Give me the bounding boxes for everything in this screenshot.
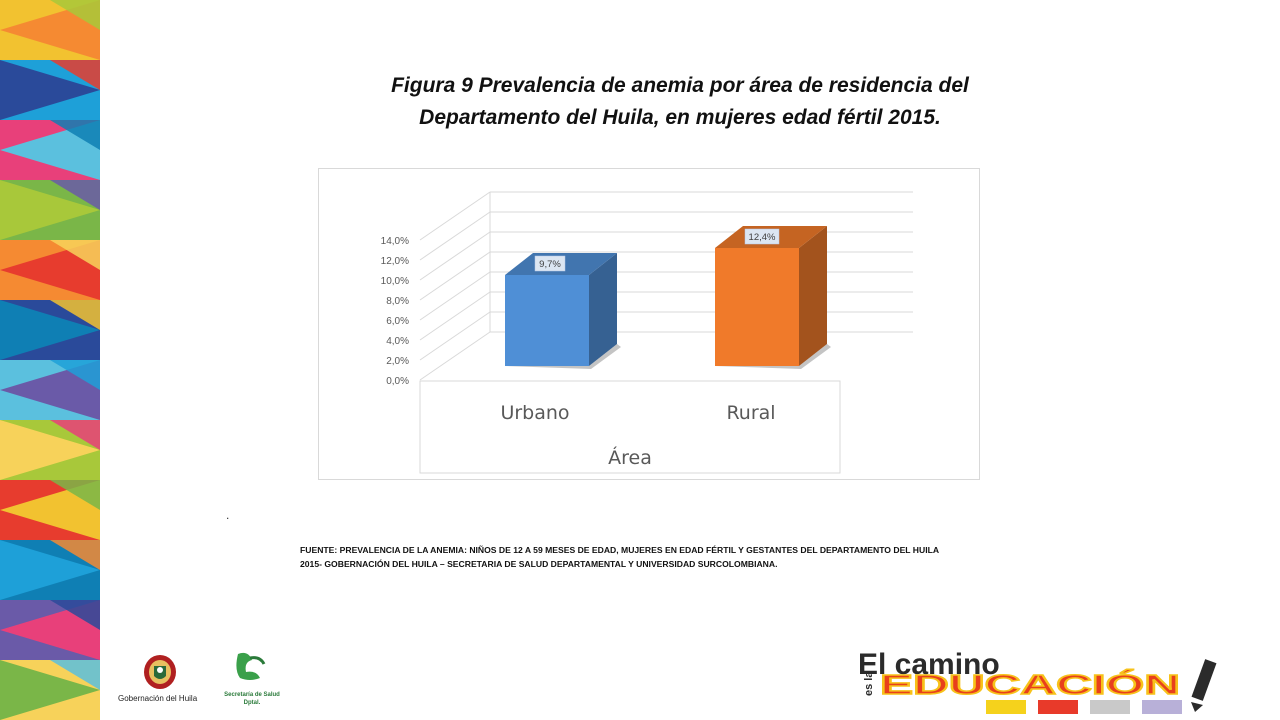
data-labels: 9,7% 12,4% — [534, 228, 780, 272]
gridline-depth — [419, 231, 491, 281]
y-tick-label: 14,0% — [381, 236, 409, 247]
secretaria-salud-logo: Secretaría de Salud Dptal. — [224, 652, 280, 706]
title-line-2: Departamento del Huila, en mujeres edad … — [419, 106, 941, 129]
source-line-2: 2015- GOBERNACIÓN DEL HUILA – SECRETARIA… — [300, 559, 778, 569]
title-line-1: Figura 9 Prevalencia de anemia por área … — [391, 74, 969, 97]
gridlines — [419, 191, 913, 381]
secretaria-label-1: Secretaría de Salud — [224, 692, 280, 698]
decorative-color-strip — [0, 0, 100, 720]
banner-line-2: EDUCACIÓN — [880, 669, 1180, 700]
chart-frame: 0,0% 2,0% 4,0% 6,0% 8,0% 10,0% 12,0% 14,0% 9,7%… — [318, 168, 980, 480]
banner-line-1: El camino — [858, 648, 1000, 681]
gridline-depth — [419, 291, 491, 341]
bars — [505, 226, 831, 369]
y-tick-label: 8,0% — [386, 296, 409, 307]
gridline-depth — [419, 211, 491, 261]
gridline-depth — [419, 251, 491, 301]
y-axis-ticks: 0,0% 2,0% 4,0% 6,0% 8,0% 10,0% 12,0% 14,0% — [381, 236, 409, 387]
stray-dot: . — [226, 508, 230, 522]
gridline-depth — [419, 331, 491, 381]
gridline-depth — [419, 271, 491, 321]
source-note: FUENTE: PREVALENCIA DE LA ANEMIA: NIÑOS … — [300, 543, 1060, 571]
y-tick-label: 4,0% — [386, 336, 409, 347]
y-tick-label: 12,0% — [381, 256, 409, 267]
gridline-depth — [419, 191, 491, 241]
data-label-box — [534, 255, 566, 272]
data-label: 12,4% — [749, 232, 776, 243]
source-line-1: FUENTE: PREVALENCIA DE LA ANEMIA: NIÑOS … — [300, 545, 940, 555]
y-tick-label: 0,0% — [386, 376, 409, 387]
bar-chart: 0,0% 2,0% 4,0% 6,0% 8,0% 10,0% 12,0% 14,0% 9,7%… — [381, 191, 913, 474]
y-tick-label: 2,0% — [386, 356, 409, 367]
bar-side-urbano — [589, 253, 617, 366]
institution-logos: Secretaría de Salud Dptal. — [144, 652, 280, 706]
x-axis-title: Área — [608, 446, 652, 469]
bar-side-rural — [799, 226, 827, 366]
bar-front-rural — [715, 248, 799, 366]
gobernacion-crest-logo — [144, 655, 176, 689]
x-category-label: Rural — [726, 402, 775, 424]
secretaria-label-2: Dptal. — [244, 700, 261, 706]
chart-title: Figura 9 Prevalencia de anemia por área … — [300, 70, 1060, 134]
y-tick-label: 10,0% — [381, 276, 409, 287]
data-label-box — [744, 228, 780, 245]
gridline-depth — [419, 311, 491, 361]
banner-decoration-icons — [986, 700, 1182, 714]
bar-front-urbano — [505, 275, 589, 366]
category-axis-box — [419, 380, 841, 474]
education-banner: El camino es la EDUCACIÓN — [858, 648, 1217, 714]
x-category-label: Urbano — [500, 402, 569, 424]
y-tick-label: 6,0% — [386, 316, 409, 327]
pencil-icon — [1191, 659, 1217, 712]
banner-side-text: es la — [863, 671, 875, 696]
x-axis-categories: Urbano Rural — [500, 402, 775, 424]
data-label: 9,7% — [539, 259, 561, 270]
gobernacion-label: Gobernación del Huila — [118, 694, 198, 703]
